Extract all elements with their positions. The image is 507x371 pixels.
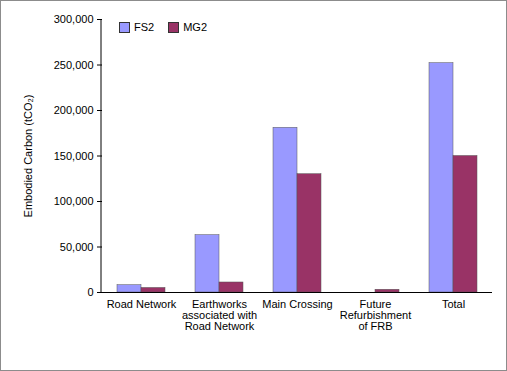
svg-text:Road Network: Road Network: [107, 298, 177, 310]
svg-text:100,000: 100,000: [54, 195, 94, 207]
svg-text:150,000: 150,000: [54, 150, 94, 162]
svg-text:200,000: 200,000: [54, 104, 94, 116]
svg-text:300,000: 300,000: [54, 13, 94, 25]
svg-text:250,000: 250,000: [54, 59, 94, 71]
html-text:MG2: MG2: [183, 21, 207, 33]
svg-text:Embodied Carbon (tCO₂): Embodied Carbon (tCO₂): [22, 95, 34, 218]
svg-text:Main Crossing: Main Crossing: [262, 298, 332, 310]
svg-text:FutureRefurbishmentof FRB: FutureRefurbishmentof FRB: [340, 298, 412, 332]
html-text:FS2: FS2: [134, 21, 155, 33]
svg-text:50,000: 50,000: [60, 241, 94, 253]
svg-text:0: 0: [87, 286, 93, 298]
svg-text:Total: Total: [442, 298, 465, 310]
svg-text:Earthworksassociated withRoad: Earthworksassociated withRoad Network: [182, 298, 257, 332]
